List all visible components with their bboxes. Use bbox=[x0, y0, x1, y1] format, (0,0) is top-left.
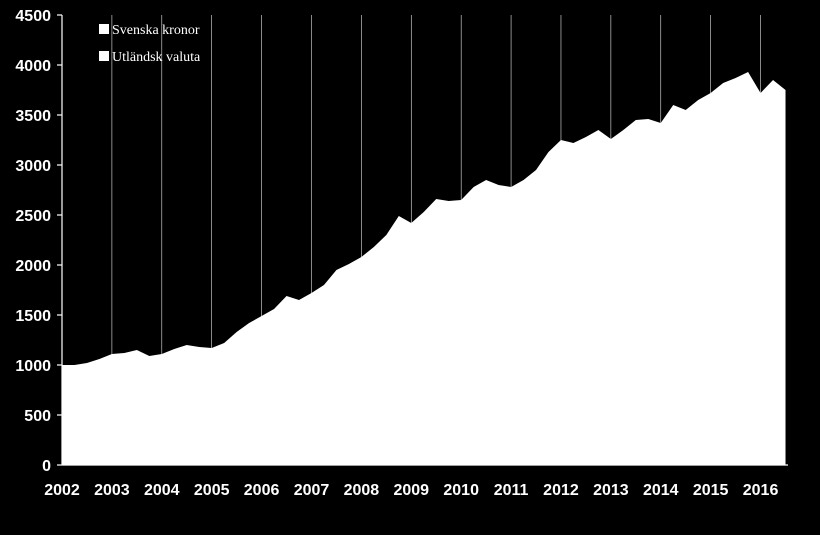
axis-layer bbox=[57, 14, 788, 466]
x-tick-label-2004: 2004 bbox=[144, 482, 180, 499]
legend-swatch-utlandsk-valuta bbox=[99, 51, 109, 61]
y-tick-label-2500: 2500 bbox=[15, 208, 51, 225]
y-tick-label-2000: 2000 bbox=[15, 258, 51, 275]
x-tick-label-2005: 2005 bbox=[194, 482, 230, 499]
y-tick-label-0: 0 bbox=[42, 458, 51, 475]
area-series-total bbox=[62, 72, 786, 465]
y-tick-label-3000: 3000 bbox=[15, 158, 51, 175]
x-tick-label-2006: 2006 bbox=[244, 482, 280, 499]
x-tick-label-2007: 2007 bbox=[294, 482, 330, 499]
y-tick-label-500: 500 bbox=[24, 408, 51, 425]
legend-label-svenska-kronor: Svenska kronor bbox=[112, 23, 200, 38]
y-tick-labels: 0 500 1000 1500 2000 2500 3000 3500 4000 4500 bbox=[15, 8, 51, 475]
x-tick-label-2015: 2015 bbox=[693, 482, 729, 499]
y-tick-label-1500: 1500 bbox=[15, 308, 51, 325]
area-layer bbox=[62, 72, 786, 465]
y-tick-label-4000: 4000 bbox=[15, 58, 51, 75]
x-tick-label-2013: 2013 bbox=[593, 482, 629, 499]
x-tick-label-2016: 2016 bbox=[743, 482, 779, 499]
legend-swatch-svenska-kronor bbox=[99, 24, 109, 34]
legend: Svenska kronor Utländsk valuta bbox=[99, 23, 201, 65]
x-tick-label-2009: 2009 bbox=[393, 482, 429, 499]
x-tick-label-2011: 2011 bbox=[494, 482, 529, 499]
x-tick-label-2008: 2008 bbox=[344, 482, 380, 499]
y-tick-label-3500: 3500 bbox=[15, 108, 51, 125]
y-tick-label-4500: 4500 bbox=[15, 8, 51, 25]
x-tick-labels: 2002 2003 2004 2005 2006 2007 2008 2009 2010 2011… bbox=[44, 482, 778, 499]
x-tick-label-2002: 2002 bbox=[44, 482, 80, 499]
y-tick-label-1000: 1000 bbox=[15, 358, 51, 375]
x-tick-label-2012: 2012 bbox=[543, 482, 579, 499]
x-tick-label-2010: 2010 bbox=[443, 482, 479, 499]
x-tick-label-2003: 2003 bbox=[94, 482, 130, 499]
legend-label-utlandsk-valuta: Utländsk valuta bbox=[112, 50, 201, 65]
x-tick-label-2014: 2014 bbox=[643, 482, 679, 499]
